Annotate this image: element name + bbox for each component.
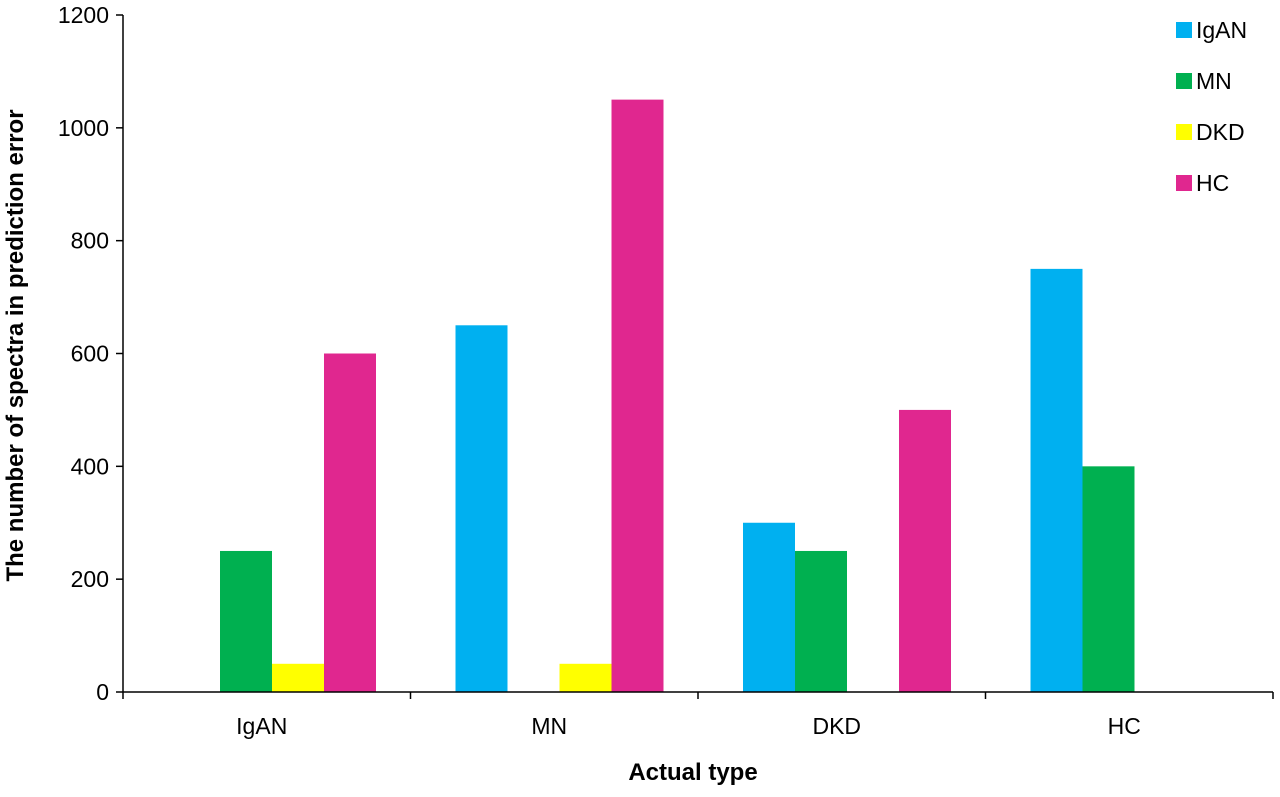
bar-hc-mn	[611, 99, 664, 692]
legend-swatch-igan	[1176, 22, 1192, 38]
x-tick-label: MN	[531, 713, 567, 739]
bar-dkd-igan	[272, 663, 324, 692]
bar-igan-mn	[455, 325, 508, 692]
legend-label-mn: MN	[1196, 68, 1232, 94]
x-tick-label: DKD	[812, 713, 861, 739]
legend-label-igan: IgAN	[1196, 17, 1247, 43]
legend: IgAN MN DKD HC	[1176, 17, 1247, 196]
y-tick-label: 200	[71, 566, 109, 592]
x-axis-title: Actual type	[628, 759, 757, 786]
bar-dkd-mn	[559, 663, 612, 692]
legend-swatch-mn	[1176, 73, 1192, 89]
bar-igan-dkd	[743, 522, 795, 692]
legend-label-dkd: DKD	[1196, 119, 1245, 145]
bar-hc-igan	[324, 353, 376, 692]
bars-layer	[220, 99, 1135, 692]
y-axis-title: The number of spectra in prediction erro…	[2, 109, 29, 581]
y-tick-label: 400	[71, 453, 109, 479]
x-tick-label: HC	[1108, 713, 1141, 739]
bar-mn-hc	[1082, 466, 1135, 692]
y-ticks: 0 200 400 600 800 1000 1200	[58, 2, 123, 705]
legend-swatch-dkd	[1176, 124, 1192, 140]
bar-mn-igan	[220, 550, 272, 692]
y-tick-label: 1000	[58, 115, 109, 141]
legend-label-hc: HC	[1196, 170, 1229, 196]
x-ticks: IgAN MN DKD HC	[122, 692, 1274, 739]
bar-igan-hc	[1030, 268, 1083, 692]
y-tick-label: 600	[71, 341, 109, 367]
legend-swatch-hc	[1176, 175, 1192, 191]
y-tick-label: 0	[96, 679, 109, 705]
bar-hc-dkd	[899, 409, 951, 692]
y-tick-label: 800	[71, 228, 109, 254]
bar-mn-dkd	[795, 550, 847, 692]
x-tick-label: IgAN	[236, 713, 287, 739]
y-tick-label: 1200	[58, 2, 109, 28]
